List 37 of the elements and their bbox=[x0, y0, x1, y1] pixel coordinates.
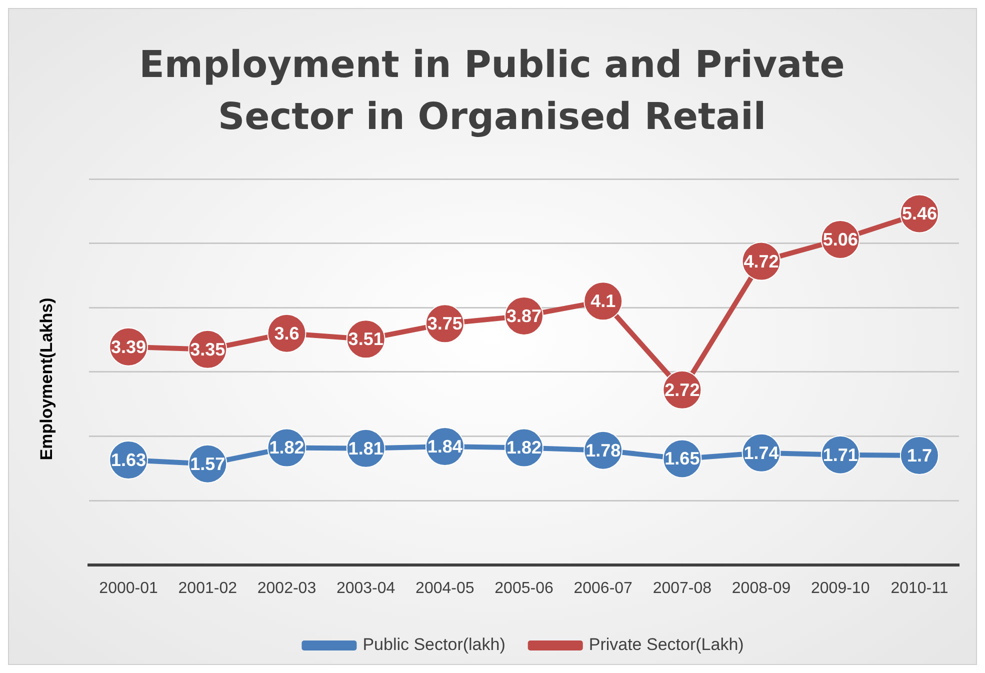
x-tick-label: 2006-07 bbox=[574, 580, 633, 597]
data-label: 2.72 bbox=[664, 380, 700, 400]
data-label: 1.65 bbox=[664, 448, 700, 469]
x-tick-label: 2009-10 bbox=[811, 580, 870, 597]
data-label: 1.7 bbox=[906, 445, 932, 466]
data-label: 1.81 bbox=[348, 438, 384, 458]
x-tick-label: 2007-08 bbox=[652, 580, 712, 597]
x-tick-label: 2008-09 bbox=[732, 580, 791, 597]
x-tick-label: 2010-11 bbox=[890, 580, 948, 597]
data-label: 1.57 bbox=[190, 454, 226, 474]
y-axis-title: Employment(Lakhs) bbox=[37, 298, 57, 460]
data-label: 3.39 bbox=[111, 336, 146, 357]
x-tick-label: 2001-02 bbox=[178, 580, 238, 597]
chart-title: Employment in Public and Private Sector in Organised Retail bbox=[138, 42, 846, 140]
data-label: 1.82 bbox=[506, 438, 542, 458]
data-label: 1.84 bbox=[427, 436, 462, 456]
data-label: 3.87 bbox=[506, 306, 542, 326]
legend-label: Public Sector(lakh) bbox=[362, 635, 506, 654]
data-label: 4.72 bbox=[744, 251, 779, 272]
data-label: 1.82 bbox=[269, 438, 304, 458]
data-label: 1.74 bbox=[744, 442, 779, 463]
data-label: 1.63 bbox=[111, 450, 146, 470]
data-label: 4.1 bbox=[590, 291, 616, 312]
data-label: 5.46 bbox=[902, 204, 937, 224]
legend-label: Private Sector(Lakh) bbox=[588, 635, 744, 654]
data-label: 3.35 bbox=[190, 339, 226, 360]
data-label: 3.75 bbox=[427, 314, 462, 334]
data-label: 5.06 bbox=[822, 229, 858, 250]
data-label: 1.78 bbox=[586, 440, 621, 460]
data-label: 3.6 bbox=[274, 323, 300, 344]
data-label: 3.51 bbox=[348, 329, 384, 350]
x-tick-label: 2005-06 bbox=[494, 580, 554, 597]
x-tick-label: 2002-03 bbox=[257, 580, 316, 597]
x-tick-label: 2000-01 bbox=[99, 580, 158, 597]
x-tick-label: 2004-05 bbox=[416, 580, 474, 597]
data-label: 1.71 bbox=[822, 444, 858, 465]
x-tick-label: 2003-04 bbox=[336, 580, 396, 597]
